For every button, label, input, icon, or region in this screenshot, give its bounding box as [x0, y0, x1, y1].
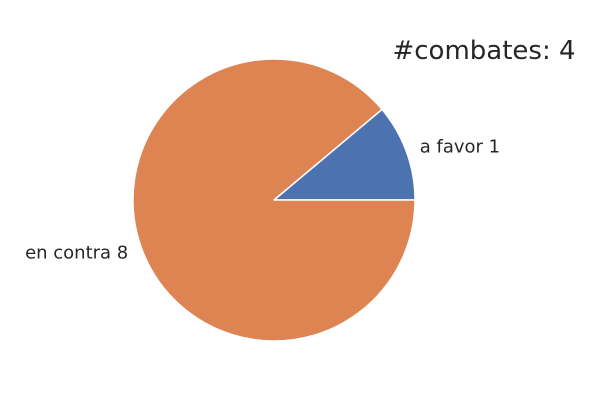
pie-labels: a favor 1 en contra 8	[25, 136, 500, 263]
chart-title: #combates: 4	[392, 36, 575, 66]
pie-label-a-favor: a favor 1	[420, 136, 500, 157]
pie-label-en-contra: en contra 8	[25, 243, 128, 264]
pie-slice-a-favor	[273, 108, 416, 201]
pie-slices	[132, 58, 416, 342]
pie-slice-en-contra	[132, 58, 416, 342]
